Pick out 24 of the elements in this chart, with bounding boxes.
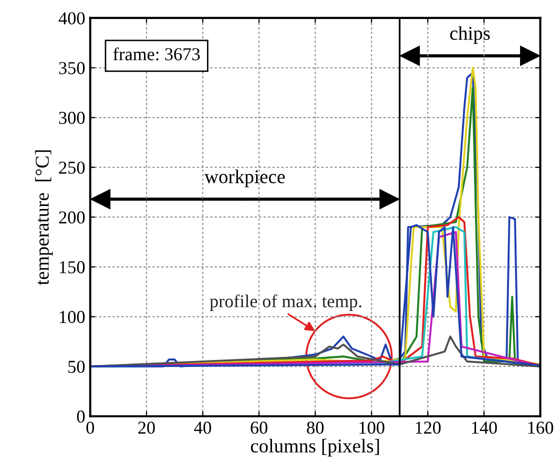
y-tick-label: 150	[60, 261, 85, 274]
y-tick-label: 300	[59, 112, 85, 124]
y-tick-label: 0	[77, 410, 85, 423]
x-axis-title: columns [pixels]	[250, 438, 379, 456]
annotation: chips	[450, 26, 490, 44]
y-tick-label: 250	[59, 162, 85, 174]
y-axis-title: temperature [°C]	[35, 150, 53, 286]
x-tick-label: 40	[194, 422, 212, 434]
x-tick-label: 100	[360, 422, 384, 434]
annotation: workpiece	[204, 170, 285, 188]
x-tick-label: 120	[416, 422, 441, 434]
x-tick-label: 80	[306, 422, 324, 434]
y-tick-label: 50	[68, 360, 85, 373]
x-tick-label: 0	[86, 422, 94, 434]
x-tick-label: 20	[138, 422, 155, 434]
x-tick-label: 140	[472, 422, 497, 434]
x-tick-label: 60	[250, 422, 268, 434]
y-tick-label: 400	[58, 12, 85, 24]
x-tick-label: 160	[528, 422, 554, 434]
y-tick-label: 100	[60, 310, 85, 324]
y-tick-label: 200	[59, 211, 85, 224]
annotation: frame: 3673	[113, 47, 200, 60]
y-tick-label: 350	[59, 62, 85, 74]
annotation: profile of max. temp.	[210, 294, 362, 312]
